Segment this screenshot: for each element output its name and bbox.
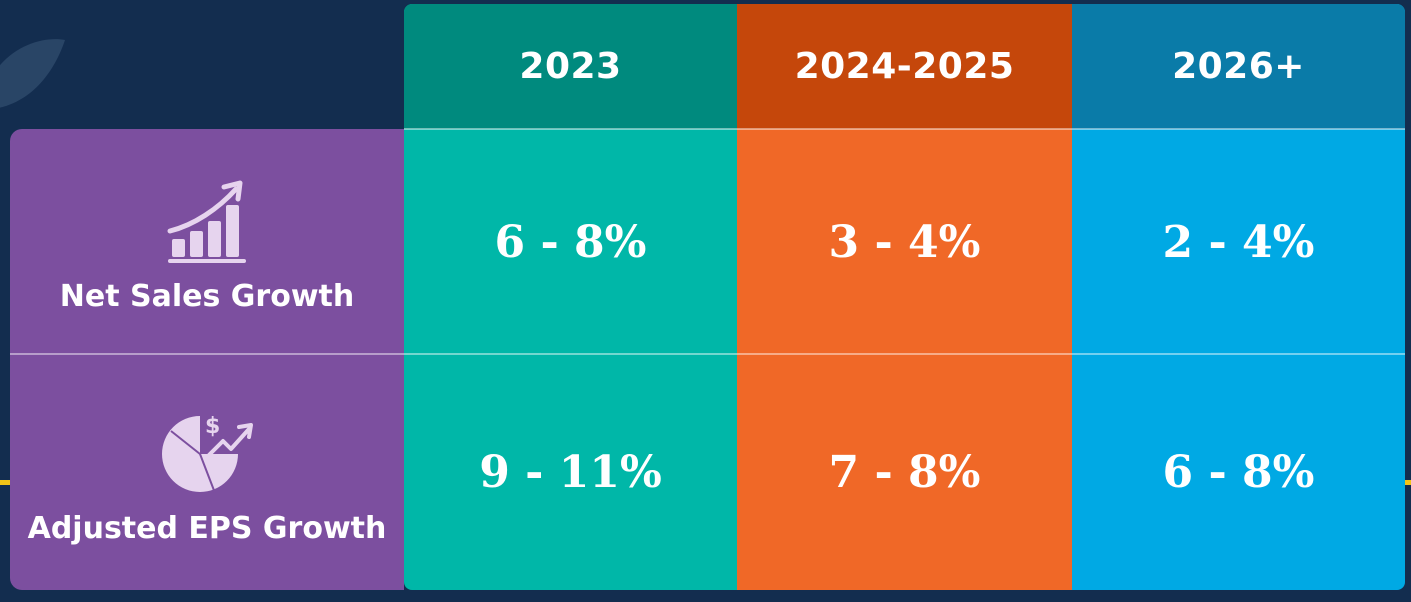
guidance-table: 2023 6 - 8% 9 - 11% 2024-2025 3 - 4% 7 -… xyxy=(404,4,1405,590)
column-2023: 2023 6 - 8% 9 - 11% xyxy=(404,4,737,590)
accent-line-left xyxy=(0,480,12,485)
column-header-2024-2025: 2024-2025 xyxy=(737,4,1072,129)
leaf-decoration-icon xyxy=(0,39,65,108)
net-sales-2023-value: 6 - 8% xyxy=(494,216,647,268)
accent-line-right xyxy=(1404,480,1411,485)
row-divider xyxy=(10,353,1405,355)
net-sales-2024-2025-value: 3 - 4% xyxy=(828,216,981,268)
svg-text:$: $ xyxy=(205,414,220,439)
eps-2026-plus-value: 6 - 8% xyxy=(1162,447,1315,498)
eps-2023-value: 9 - 11% xyxy=(479,447,662,498)
column-header-2023: 2023 xyxy=(404,4,737,129)
pie-chart-dollar-icon: $ xyxy=(162,414,253,494)
eps-2024-2025-value: 7 - 8% xyxy=(828,447,981,498)
row-label-text: Adjusted EPS Growth xyxy=(27,511,387,546)
column-header-2026-plus: 2026+ xyxy=(1072,4,1405,129)
growth-chart-icon xyxy=(167,180,246,263)
row-label-text: Net Sales Growth xyxy=(59,279,355,314)
column-2026-plus: 2026+ 2 - 4% 6 - 8% xyxy=(1072,4,1405,590)
row-labels-panel: Net Sales Growth $ Adjusted EPS Growth xyxy=(10,129,404,590)
header-divider xyxy=(404,128,1405,130)
column-2024-2025: 2024-2025 3 - 4% 7 - 8% xyxy=(737,4,1072,590)
row-label-adjusted-eps: $ Adjusted EPS Growth xyxy=(10,407,404,546)
net-sales-2026-plus-value: 2 - 4% xyxy=(1162,216,1315,268)
row-label-net-sales: Net Sales Growth xyxy=(10,179,404,314)
